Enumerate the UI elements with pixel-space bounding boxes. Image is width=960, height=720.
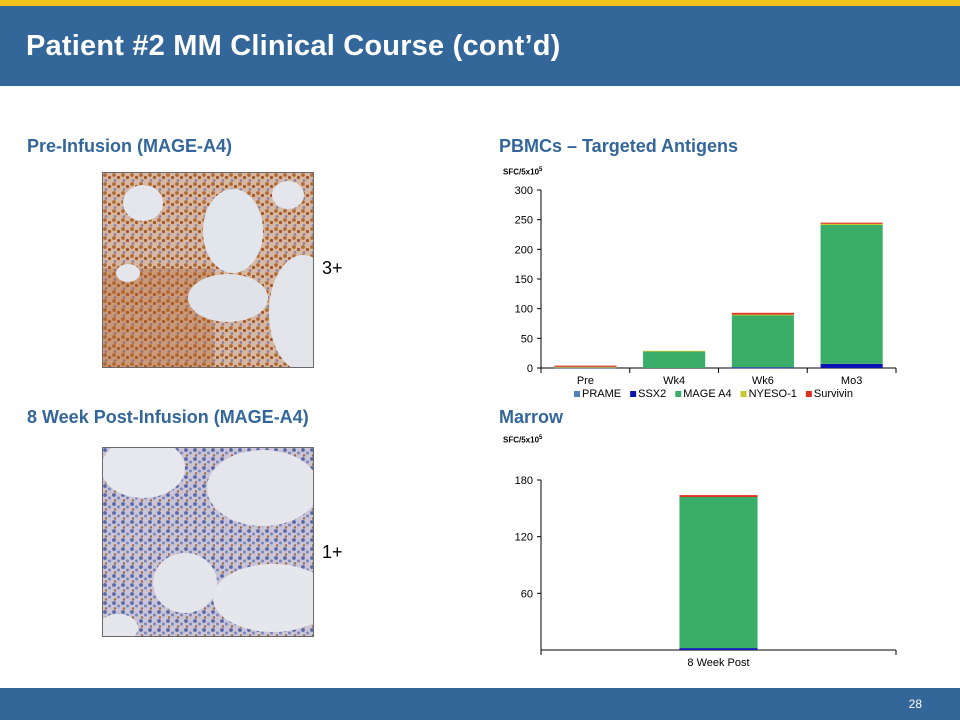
x-category-label-pre: Pre bbox=[577, 375, 594, 387]
bar-segment-nyeso-1-pre bbox=[554, 366, 617, 368]
pre-infusion-heading: Pre-Infusion (MAGE-A4) bbox=[27, 136, 232, 156]
y-tick-label: 150 bbox=[515, 274, 533, 286]
bar-segment-ssx2-mo3 bbox=[820, 363, 883, 368]
unit-label-base: SFC/5x10 bbox=[503, 167, 540, 177]
legend-label-mage-a4: MAGE A4 bbox=[683, 388, 731, 400]
y-tick-label: 300 bbox=[515, 185, 533, 197]
y-tick-label: 200 bbox=[515, 244, 533, 256]
post-infusion-score: 1+ bbox=[322, 542, 343, 562]
post-infusion-micrograph bbox=[102, 447, 314, 637]
legend-label-nyeso-1: NYESO-1 bbox=[749, 388, 797, 400]
x-category-label-wk6: Wk6 bbox=[752, 375, 774, 387]
page-number: 28 bbox=[908, 697, 922, 711]
bar-segment-prame-pre bbox=[554, 367, 617, 369]
pbmc-stacked-bar-chart: 0 50 100 150 200 250 300 Pre Wk4 Wk6 Mo3 PRAME SSX2 M… bbox=[515, 185, 897, 400]
bar-segment-ssx2-wk6 bbox=[731, 367, 794, 369]
legend-swatch-ssx2 bbox=[630, 391, 637, 397]
y-tick-label: 100 bbox=[515, 304, 533, 316]
legend-item-survivin: Survivin bbox=[805, 388, 853, 400]
slide-title: Patient #2 MM Clinical Course (cont’d) bbox=[26, 30, 561, 62]
x-category-label-wk4: Wk4 bbox=[663, 375, 685, 387]
bar-segment-nyeso-1-wk6 bbox=[731, 314, 794, 316]
unit-label-exponent: 5 bbox=[539, 167, 543, 173]
marrow-chart-heading: Marrow bbox=[499, 407, 564, 427]
bar-segment-mage-a4-8-week-post bbox=[679, 497, 758, 649]
unit-label-exponent: 5 bbox=[539, 435, 543, 441]
unit-label-base: SFC/5x10 bbox=[503, 435, 540, 445]
pbmc-chart-heading: PBMCs – Targeted Antigens bbox=[499, 136, 739, 156]
footer-bar: 28 bbox=[0, 688, 960, 720]
legend-swatch-survivin bbox=[805, 391, 812, 397]
bar-segment-survivin-pre bbox=[554, 365, 617, 367]
chart-legend: PRAME SSX2 MAGE A4 NYESO-1 Survivin bbox=[574, 388, 853, 400]
title-bar bbox=[0, 6, 960, 86]
marrow-stacked-bar-chart: 60 120 180 8 Week Post bbox=[515, 475, 897, 669]
legend-label-survivin: Survivin bbox=[814, 388, 853, 400]
bar-segment-nyeso-1-mo3 bbox=[820, 223, 883, 226]
legend-item-ssx2: SSX2 bbox=[630, 388, 666, 400]
pre-infusion-micrograph bbox=[102, 172, 314, 368]
bar-segment-mage-a4-wk4 bbox=[643, 351, 706, 368]
x-category-label-8-week-post: 8 Week Post bbox=[687, 657, 749, 669]
bar-segment-mage-a4-wk6 bbox=[731, 315, 794, 368]
y-tick-label: 60 bbox=[521, 588, 533, 600]
legend-item-prame: PRAME bbox=[574, 388, 621, 400]
marrow-y-unit-label: SFC/5x105 bbox=[503, 435, 542, 445]
legend-item-nyeso-1: NYESO-1 bbox=[740, 388, 797, 400]
bar-segment-survivin-wk6 bbox=[731, 312, 794, 315]
y-tick-label: 180 bbox=[515, 475, 533, 487]
post-infusion-heading: 8 Week Post-Infusion (MAGE-A4) bbox=[27, 407, 309, 427]
bar-segment-nyeso-1-wk4 bbox=[643, 350, 706, 352]
legend-label-prame: PRAME bbox=[582, 388, 621, 400]
y-tick-label: 120 bbox=[515, 532, 533, 544]
bar-segment-mage-a4-mo3 bbox=[820, 225, 883, 364]
x-category-label-mo3: Mo3 bbox=[841, 375, 862, 387]
bar-segment-survivin-mo3 bbox=[820, 222, 883, 224]
legend-swatch-prame bbox=[574, 391, 580, 397]
pre-infusion-score: 3+ bbox=[322, 258, 343, 278]
y-tick-label: 50 bbox=[521, 333, 533, 345]
legend-item-mage-a4: MAGE A4 bbox=[675, 388, 732, 400]
bar-segment-ssx2-8-week-post bbox=[679, 648, 758, 650]
bar-segment-survivin-8-week-post bbox=[679, 495, 758, 497]
y-tick-label: 0 bbox=[527, 363, 533, 375]
legend-label-ssx2: SSX2 bbox=[638, 388, 666, 400]
legend-swatch-mage-a4 bbox=[675, 391, 682, 397]
pbmc-y-unit-label: SFC/5x105 bbox=[503, 167, 542, 177]
top-accent-stripe bbox=[0, 0, 960, 6]
legend-swatch-nyeso-1 bbox=[740, 391, 747, 397]
y-tick-label: 250 bbox=[515, 215, 533, 227]
